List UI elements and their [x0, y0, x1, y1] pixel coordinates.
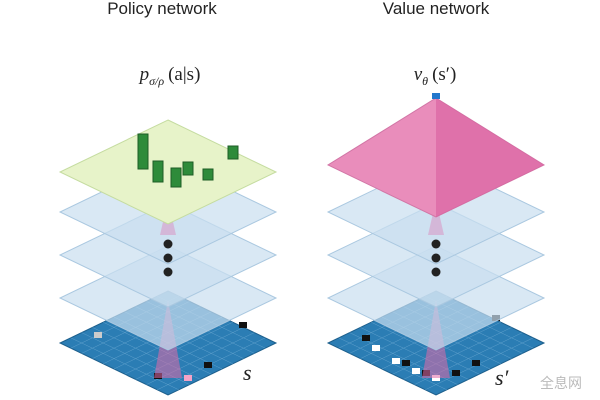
output-argument: (a|s) [168, 64, 200, 85]
stone [412, 368, 420, 374]
ellipsis-dot [163, 239, 173, 249]
input-label: s [243, 360, 252, 385]
probability-bar [152, 160, 164, 183]
stone [402, 360, 410, 366]
input-label: s′ [495, 365, 510, 390]
stone [372, 345, 380, 351]
output-symbol: p [138, 64, 150, 85]
ellipsis-dot [431, 239, 441, 249]
ellipsis-dot [431, 253, 441, 263]
stone [204, 362, 212, 368]
probability-bar [227, 145, 239, 160]
panel-title: Value network [383, 0, 490, 18]
stone [392, 358, 400, 364]
value-output [432, 93, 440, 99]
stone [362, 335, 370, 341]
ellipsis-dot [431, 267, 441, 277]
grid-line [403, 327, 512, 380]
probability-bar [170, 167, 182, 188]
grid-line [124, 321, 233, 375]
output-layer [58, 119, 278, 225]
layers [58, 93, 546, 396]
output-label: νθ (s′) [414, 64, 457, 88]
stone [239, 322, 247, 328]
stone [452, 370, 460, 376]
watermark: 全息网 [540, 375, 582, 391]
grid-line [135, 327, 244, 380]
panel-title: Policy network [107, 0, 217, 18]
stone [184, 375, 192, 381]
output-symbol: ν [414, 64, 423, 85]
output-subscript: θ [422, 74, 428, 88]
pyramid-face [436, 98, 544, 217]
probability-bar [182, 161, 194, 176]
grid-line [392, 321, 501, 375]
output-argument: (s′) [432, 64, 456, 85]
ellipsis-dot [163, 267, 173, 277]
probability-bar [202, 168, 214, 181]
ellipsis-dot [163, 253, 173, 263]
probability-bar [137, 133, 149, 170]
stone [472, 360, 480, 366]
output-label: pσ/ρ (a|s) [138, 64, 201, 88]
stone [94, 332, 102, 338]
output-subscript: σ/ρ [149, 74, 164, 88]
